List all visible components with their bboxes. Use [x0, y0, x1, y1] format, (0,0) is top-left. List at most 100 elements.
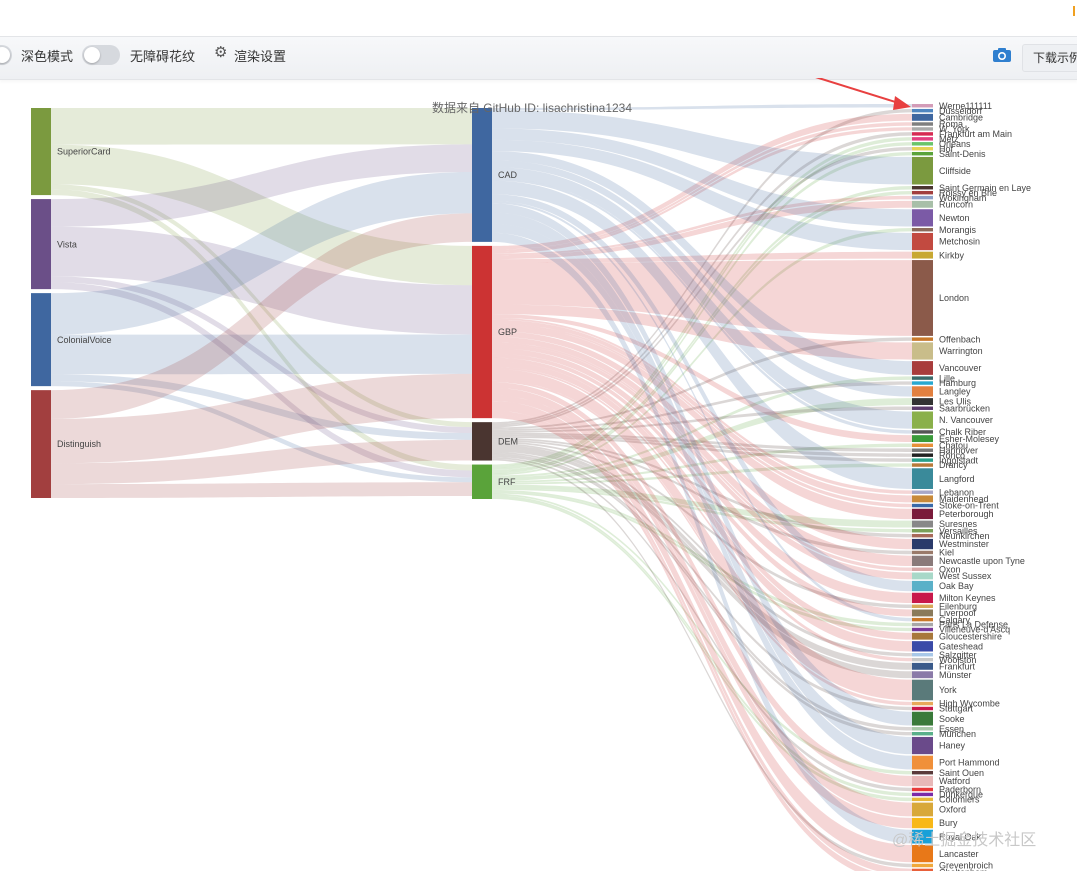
accessible-pattern-toggle[interactable]: [82, 45, 120, 65]
city-node-ronco[interactable]: [912, 453, 933, 457]
city-node-langford[interactable]: [912, 468, 933, 489]
city-node-kiel[interactable]: [912, 550, 933, 555]
city-node-cliffside[interactable]: [912, 156, 933, 185]
city-node-morangis[interactable]: [912, 227, 933, 232]
city-node-lancaster[interactable]: [912, 845, 933, 863]
source-node-distinguish[interactable]: [31, 390, 51, 498]
camera-icon[interactable]: [992, 47, 1012, 63]
city-node-gloucestershire[interactable]: [912, 632, 933, 640]
city-node-paderborn[interactable]: [912, 787, 933, 792]
gear-icon[interactable]: ⚙: [214, 44, 228, 61]
city-node-lille[interactable]: [912, 376, 933, 380]
city-node-london[interactable]: [912, 260, 933, 336]
city-node-saint-germain-en-laye[interactable]: [912, 186, 933, 190]
city-node-vancouver[interactable]: [912, 361, 933, 375]
download-example-button[interactable]: 下载示例: [1022, 44, 1077, 72]
city-node-roma[interactable]: [912, 122, 933, 126]
flow-dem-eilenburg: [492, 441, 912, 609]
city-node-stuttgart[interactable]: [912, 706, 933, 711]
currency-node-cad[interactable]: [472, 108, 492, 242]
city-node-hannover[interactable]: [912, 448, 933, 452]
city-node-hamburg[interactable]: [912, 381, 933, 385]
city-node-villeneuve-d-ascq[interactable]: [912, 627, 933, 632]
currency-node-dem[interactable]: [472, 422, 492, 461]
city-node-orleans[interactable]: [912, 142, 933, 146]
city-node-chalk-riber[interactable]: [912, 430, 933, 434]
flow-gbp-newcastle-upon-tyne: [492, 336, 912, 567]
city-node-neunkirchen[interactable]: [912, 533, 933, 538]
city-node-d-sseldorf[interactable]: [912, 108, 933, 113]
city-node-salzgitter[interactable]: [912, 652, 933, 657]
city-node-port-hammond[interactable]: [912, 755, 933, 770]
city-node-langley[interactable]: [912, 386, 933, 397]
city-node-calgary[interactable]: [912, 617, 933, 622]
city-node-ingolstadt[interactable]: [912, 458, 933, 462]
city-node-maidenhead[interactable]: [912, 495, 933, 503]
city-node-lebanon[interactable]: [912, 490, 933, 494]
city-node-colomiers[interactable]: [912, 797, 933, 802]
city-node-offenbach[interactable]: [912, 337, 933, 341]
city-node-high-wycombe[interactable]: [912, 701, 933, 706]
city-node-woolston[interactable]: [912, 657, 933, 662]
city-node-n-vancouver[interactable]: [912, 411, 933, 429]
dark-mode-toggle-partial[interactable]: [0, 45, 12, 65]
city-node-haney[interactable]: [912, 736, 933, 755]
city-node-oxon[interactable]: [912, 567, 933, 571]
render-settings-button[interactable]: 渲染设置: [234, 49, 287, 64]
source-node-superiorcard[interactable]: [31, 108, 51, 196]
city-node-peterborough[interactable]: [912, 508, 933, 520]
city-node-chatou[interactable]: [912, 443, 933, 447]
city-node-w-york[interactable]: [912, 127, 933, 131]
city-node-liverpool[interactable]: [912, 609, 933, 617]
city-label-versailles: Versailles: [939, 526, 978, 536]
city-node-saint-denis[interactable]: [912, 151, 933, 156]
city-node-suresnes[interactable]: [912, 520, 933, 528]
city-node-metz[interactable]: [912, 137, 933, 141]
city-node-m-nster[interactable]: [912, 671, 933, 679]
city-node-watford[interactable]: [912, 775, 933, 787]
city-node-cambridge[interactable]: [912, 113, 933, 121]
city-node-grevenbroich[interactable]: [912, 863, 933, 868]
city-node-bury[interactable]: [912, 817, 933, 829]
city-node-m-nchen[interactable]: [912, 731, 933, 736]
city-node-oak-bay[interactable]: [912, 580, 933, 592]
city-node-frankfurt[interactable]: [912, 662, 933, 670]
city-node-warrington[interactable]: [912, 342, 933, 360]
city-node-esher-molesey[interactable]: [912, 435, 933, 443]
city-label-d-sseldorf: Düsseldorf: [939, 106, 983, 116]
city-node-sooke[interactable]: [912, 711, 933, 726]
city-node-paris-la-defense[interactable]: [912, 622, 933, 627]
currency-node-gbp[interactable]: [472, 245, 492, 419]
city-node-kirkby[interactable]: [912, 251, 933, 259]
city-node-dunkerque[interactable]: [912, 792, 933, 797]
city-node-oxford[interactable]: [912, 802, 933, 817]
city-node-eilenburg[interactable]: [912, 604, 933, 609]
city-node-stoke-on-trent[interactable]: [912, 503, 933, 508]
city-node-versailles[interactable]: [912, 529, 933, 533]
city-node-saint-ouen[interactable]: [912, 770, 933, 775]
city-node-metchosin[interactable]: [912, 232, 933, 251]
currency-node-frf[interactable]: [472, 464, 492, 499]
city-node-essen[interactable]: [912, 727, 933, 731]
city-node-frankfurt-am-main[interactable]: [912, 132, 933, 136]
city-node-runcorn[interactable]: [912, 200, 933, 208]
city-node-les-ulis[interactable]: [912, 398, 933, 406]
city-node-westminster[interactable]: [912, 538, 933, 550]
city-label-neunkirchen: Neunkirchen: [939, 531, 990, 541]
city-node-drancy[interactable]: [912, 463, 933, 467]
city-node-newcastle-upon-tyne[interactable]: [912, 555, 933, 567]
city-node-milton-keynes[interactable]: [912, 592, 933, 604]
city-node-west-sussex[interactable]: [912, 572, 933, 580]
city-node-hof[interactable]: [912, 147, 933, 151]
city-node-newton[interactable]: [912, 209, 933, 227]
city-node-saarbr-cken[interactable]: [912, 406, 933, 410]
source-node-colonialvoice[interactable]: [31, 293, 51, 387]
source-node-vista[interactable]: [31, 199, 51, 290]
city-node-gateshead[interactable]: [912, 641, 933, 652]
city-node-royal-oak[interactable]: [912, 829, 933, 844]
city-node-werne111111[interactable]: [912, 104, 933, 108]
city-node-cheltenham[interactable]: [912, 868, 933, 871]
city-node-roissy-en-brie[interactable]: [912, 190, 933, 195]
city-node-wokingham[interactable]: [912, 195, 933, 200]
city-node-york[interactable]: [912, 679, 933, 701]
